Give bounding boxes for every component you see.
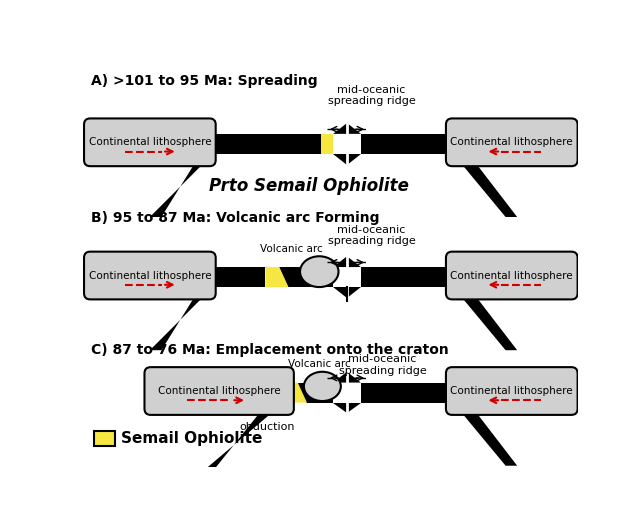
FancyBboxPatch shape	[144, 367, 294, 415]
Text: Continental lithosphere: Continental lithosphere	[89, 138, 211, 148]
Polygon shape	[333, 154, 347, 165]
FancyBboxPatch shape	[446, 119, 578, 166]
Text: mid-oceanic
spreading ridge: mid-oceanic spreading ridge	[328, 225, 415, 246]
Text: B) 95 to 87 Ma: Volcanic arc Forming: B) 95 to 87 Ma: Volcanic arc Forming	[91, 211, 380, 225]
FancyBboxPatch shape	[84, 251, 216, 299]
FancyBboxPatch shape	[84, 119, 216, 166]
Polygon shape	[150, 267, 213, 350]
Polygon shape	[213, 134, 333, 154]
FancyBboxPatch shape	[446, 251, 578, 299]
Text: A) >101 to 95 Ma: Spreading: A) >101 to 95 Ma: Spreading	[91, 74, 318, 88]
Polygon shape	[150, 134, 213, 217]
Polygon shape	[333, 372, 347, 383]
Ellipse shape	[300, 256, 339, 287]
Text: Continental lithosphere: Continental lithosphere	[450, 386, 573, 396]
Text: Volcanic arc: Volcanic arc	[260, 244, 323, 254]
Text: Continental lithosphere: Continental lithosphere	[450, 138, 573, 148]
FancyBboxPatch shape	[446, 367, 578, 415]
Text: mid-oceanic
spreading ridge: mid-oceanic spreading ridge	[339, 354, 426, 376]
Polygon shape	[321, 134, 333, 154]
Text: mid-oceanic
spreading ridge: mid-oceanic spreading ridge	[328, 85, 415, 106]
Polygon shape	[279, 267, 309, 287]
Text: Continental lithosphere: Continental lithosphere	[89, 270, 211, 280]
Polygon shape	[333, 123, 347, 134]
Polygon shape	[347, 403, 361, 413]
Polygon shape	[347, 154, 361, 165]
Polygon shape	[284, 383, 333, 403]
Polygon shape	[284, 383, 307, 403]
Bar	[93, 431, 115, 446]
Polygon shape	[333, 256, 347, 267]
Ellipse shape	[304, 372, 341, 401]
Polygon shape	[265, 267, 289, 287]
Text: Continental lithosphere: Continental lithosphere	[158, 386, 281, 396]
Polygon shape	[361, 134, 453, 154]
Polygon shape	[321, 134, 333, 154]
Polygon shape	[309, 267, 333, 287]
Polygon shape	[198, 383, 284, 476]
Polygon shape	[453, 383, 517, 466]
Polygon shape	[361, 383, 453, 403]
Polygon shape	[213, 267, 265, 287]
Polygon shape	[333, 287, 347, 298]
Polygon shape	[453, 134, 517, 217]
Polygon shape	[347, 287, 361, 298]
Polygon shape	[347, 256, 361, 267]
Text: Volcanic arc: Volcanic arc	[288, 360, 350, 370]
Polygon shape	[347, 372, 361, 383]
Polygon shape	[347, 123, 361, 134]
Text: obduction: obduction	[239, 422, 295, 432]
Polygon shape	[213, 134, 321, 154]
Text: C) 87 to 76 Ma: Emplacement onto the craton: C) 87 to 76 Ma: Emplacement onto the cra…	[91, 342, 449, 356]
Polygon shape	[453, 267, 517, 350]
Text: Continental lithosphere: Continental lithosphere	[450, 270, 573, 280]
Text: Semail Ophiolite: Semail Ophiolite	[120, 431, 262, 446]
Polygon shape	[361, 267, 453, 287]
Polygon shape	[333, 403, 347, 413]
Text: Prto Semail Ophiolite: Prto Semail Ophiolite	[209, 177, 409, 195]
